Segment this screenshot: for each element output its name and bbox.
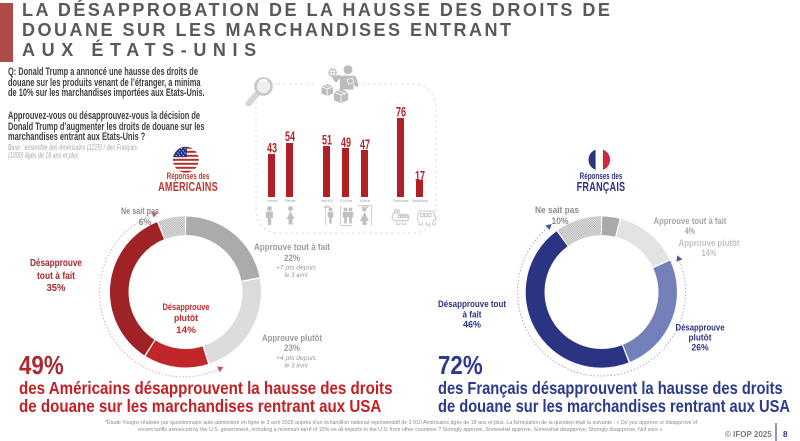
svg-text:+4 pts depuis: +4 pts depuis xyxy=(276,355,317,362)
svg-text:plutôt: plutôt xyxy=(174,313,199,324)
svg-text:Femmes: Femmes xyxy=(285,199,296,203)
svg-text:Approuve plutôt: Approuve plutôt xyxy=(679,238,741,249)
svg-text:26%: 26% xyxy=(692,343,709,354)
svg-text:Désapprouve: Désapprouve xyxy=(676,323,725,334)
svg-text:+7 pts depuis: +7 pts depuis xyxy=(276,265,317,272)
svg-text:6%: 6% xyxy=(139,217,153,228)
svg-text:Républicains: Républicains xyxy=(412,199,428,203)
svg-text:4%: 4% xyxy=(685,226,695,237)
svg-text:Démocrates: Démocrates xyxy=(394,199,409,203)
svg-text:14%: 14% xyxy=(702,248,717,259)
svg-text:Moins de 35: Moins de 35 xyxy=(321,199,333,203)
svg-text:Désapprouve tout: Désapprouve tout xyxy=(438,299,507,310)
svg-text:Approuve plutôt: Approuve plutôt xyxy=(262,333,323,344)
svg-text:Ne sait pas: Ne sait pas xyxy=(121,206,159,217)
svg-text:23%: 23% xyxy=(284,343,300,354)
svg-text:51: 51 xyxy=(322,133,332,148)
svg-text:plus: plus xyxy=(362,205,369,209)
svg-text:le 3 avril: le 3 avril xyxy=(285,363,308,370)
svg-text:tout à fait: tout à fait xyxy=(37,271,75,282)
svg-text:Désapprouve: Désapprouve xyxy=(30,258,82,269)
svg-text:54: 54 xyxy=(285,129,295,144)
svg-text:Approuve tout à fait: Approuve tout à fait xyxy=(654,216,728,227)
svg-text:10%: 10% xyxy=(552,216,569,227)
svg-text:à fait: à fait xyxy=(463,309,483,320)
svg-text:Approuve tout à fait: Approuve tout à fait xyxy=(254,242,331,253)
svg-text:65 ans et: 65 ans et xyxy=(360,199,370,203)
svg-text:Hommes: Hommes xyxy=(267,199,278,203)
svg-text:Ne sait pas: Ne sait pas xyxy=(535,205,579,216)
svg-text:46%: 46% xyxy=(463,320,482,331)
svg-text:76: 76 xyxy=(396,104,406,119)
svg-text:35%: 35% xyxy=(47,283,66,294)
svg-text:35 à 64 ans: 35 à 64 ans xyxy=(340,199,352,203)
svg-text:43: 43 xyxy=(267,141,277,156)
svg-text:Désapprouve: Désapprouve xyxy=(163,302,210,313)
svg-text:22%: 22% xyxy=(284,253,300,264)
svg-text:ans: ans xyxy=(324,205,330,209)
svg-text:49: 49 xyxy=(341,135,351,150)
svg-text:plutôt: plutôt xyxy=(689,333,713,344)
svg-text:47: 47 xyxy=(360,137,370,152)
svg-text:14%: 14% xyxy=(176,325,197,336)
svg-text:le 3 avril: le 3 avril xyxy=(285,272,308,279)
svg-text:17: 17 xyxy=(415,169,425,184)
